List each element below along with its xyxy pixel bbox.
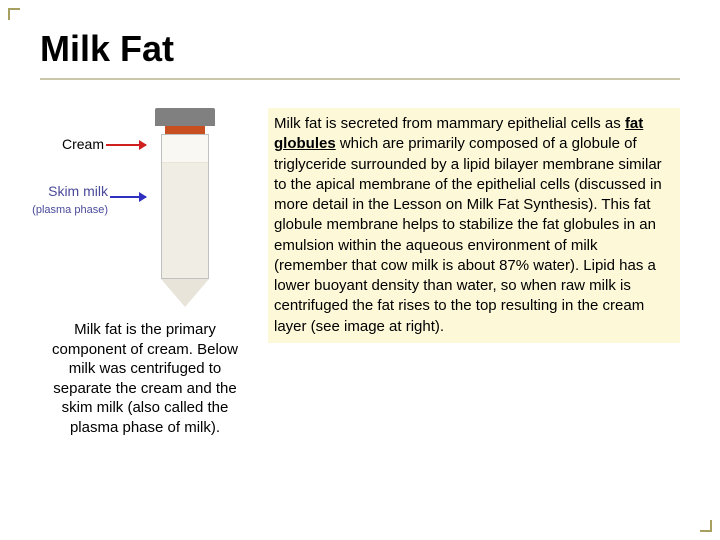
skim-label-sub: (plasma phase) <box>32 204 108 216</box>
skim-arrow-icon <box>110 196 146 198</box>
title-rule <box>40 78 680 80</box>
tube-icon <box>155 108 215 308</box>
figure-caption: Milk fat is the primary component of cre… <box>40 316 250 437</box>
cream-label: Cream <box>38 136 104 153</box>
body-paragraph: Milk fat is secreted from mammary epithe… <box>268 108 680 343</box>
content-row: Cream Skim milk (plasma phase) M <box>40 108 680 437</box>
slide: Milk Fat Cream Skim milk (plasma phase) <box>0 0 720 540</box>
body-text-pre: Milk fat is secreted from mammary epithe… <box>274 115 625 132</box>
cream-arrow-icon <box>106 144 146 146</box>
skim-label: Skim milk (plasma phase) <box>28 183 108 217</box>
centrifuge-figure: Cream Skim milk (plasma phase) <box>40 108 250 308</box>
skim-label-text: Skim milk <box>48 183 108 199</box>
page-title: Milk Fat <box>40 28 680 70</box>
corner-marker-top-left <box>8 8 20 20</box>
body-text-post: which are primarily composed of a globul… <box>274 135 662 334</box>
right-column: Milk fat is secreted from mammary epithe… <box>268 108 680 343</box>
left-column: Cream Skim milk (plasma phase) M <box>40 108 250 437</box>
corner-marker-bottom-right <box>700 520 712 532</box>
